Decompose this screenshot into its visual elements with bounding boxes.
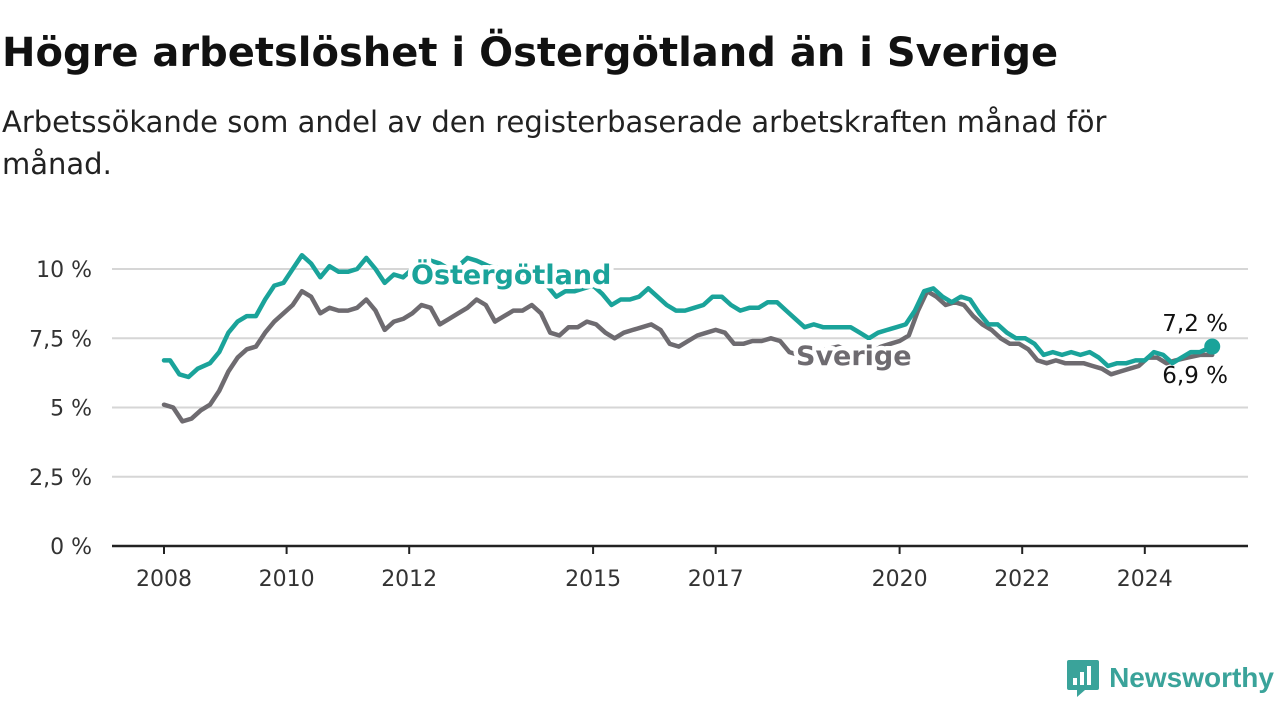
end-point-ostergotland: [1204, 338, 1221, 355]
end-label-ostergotland: 7,2 %: [1162, 311, 1228, 337]
newsworthy-logo-icon: [1067, 660, 1100, 697]
series-line-ostergotland: [161, 252, 1215, 380]
chart-subtitle: Arbetssökande som andel av den registerb…: [2, 105, 1107, 181]
x-tick-label: 2017: [688, 567, 744, 592]
series-label-sverige: Sverige: [796, 341, 912, 372]
y-tick-label: 0 %: [50, 535, 92, 560]
x-tick-label: 2012: [381, 567, 437, 592]
x-tick-label: 2008: [136, 567, 192, 592]
series-label-ostergotland: Östergötland: [411, 258, 611, 291]
x-tick-label: 2020: [872, 567, 928, 592]
y-tick-label: 5 %: [50, 397, 92, 422]
y-tick-label: 7,5 %: [29, 327, 92, 352]
series-line-sverige: [161, 288, 1215, 424]
x-tick-label: 2010: [259, 567, 315, 592]
chart-title: Högre arbetslöshet i Östergötland än i S…: [2, 30, 1059, 76]
y-tick-label: 10 %: [36, 258, 92, 283]
y-tick-label: 2,5 %: [29, 466, 92, 491]
brand-name: Newsworthy: [1109, 662, 1274, 693]
x-tick-label: 2022: [994, 567, 1050, 592]
brand-logo: Newsworthy: [1065, 658, 1274, 698]
end-label-sverige: 6,9 %: [1162, 363, 1228, 389]
x-tick-label: 2015: [565, 567, 621, 592]
x-tick-label: 2024: [1117, 567, 1173, 592]
